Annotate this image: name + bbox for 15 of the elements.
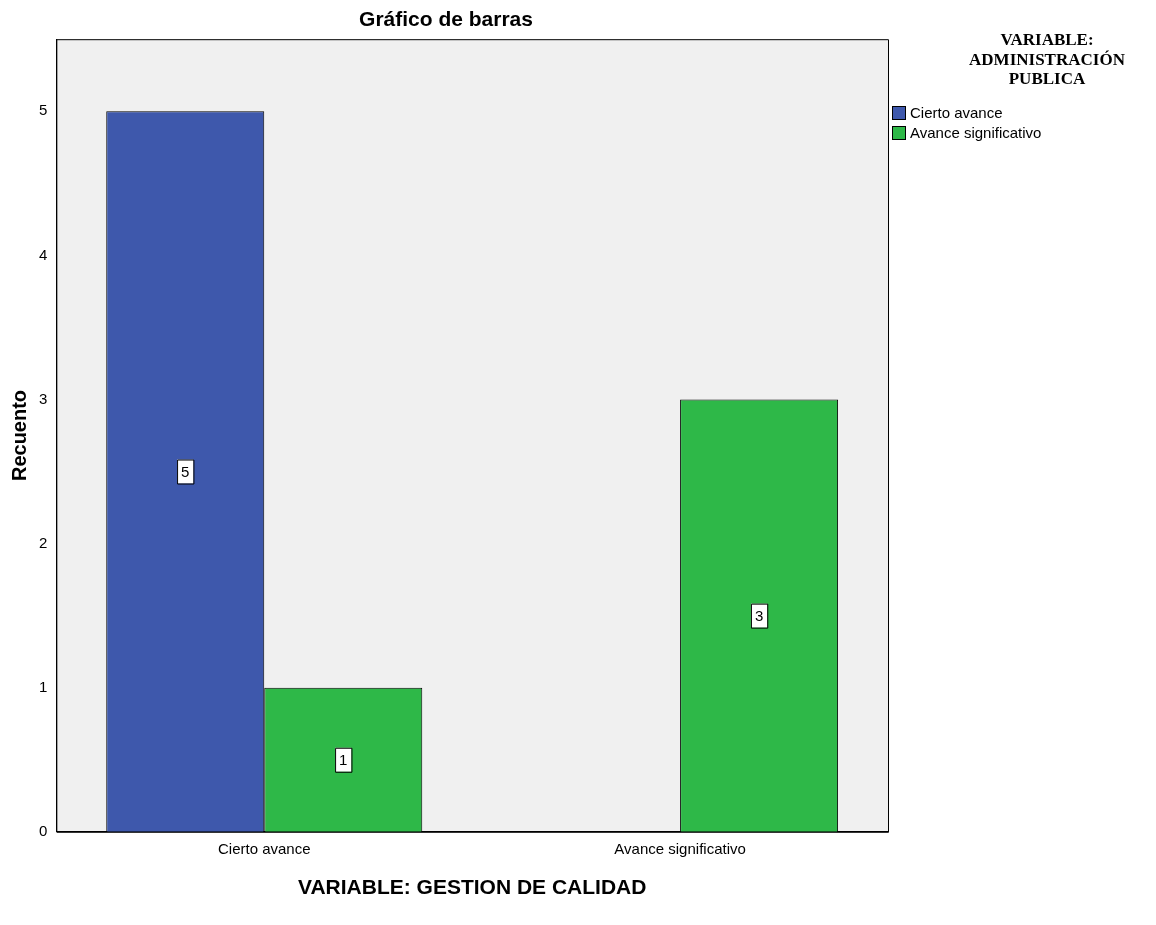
chart-title: Gráfico de barras [359, 7, 533, 31]
y-tick-label: 2 [39, 533, 48, 551]
data-label: 5 [181, 462, 190, 480]
x-axis-title: VARIABLE: GESTION DE CALIDAD [297, 875, 647, 899]
legend-label: Cierto avance [910, 104, 1003, 122]
y-tick-label: 1 [39, 677, 48, 695]
data-label: 3 [754, 606, 764, 624]
y-tick-label: 3 [39, 389, 48, 407]
y-tick-label: 0 [39, 821, 48, 839]
y-tick-label: 4 [39, 245, 48, 263]
y-axis-title: Recuento [7, 389, 30, 482]
data-label: 1 [339, 750, 348, 768]
legend-title: VARIABLE: ADMINISTRACIÓN PUBLICA [968, 30, 1126, 89]
legend-label: Avance significativo [910, 124, 1042, 142]
y-tick-label: 5 [39, 101, 48, 119]
